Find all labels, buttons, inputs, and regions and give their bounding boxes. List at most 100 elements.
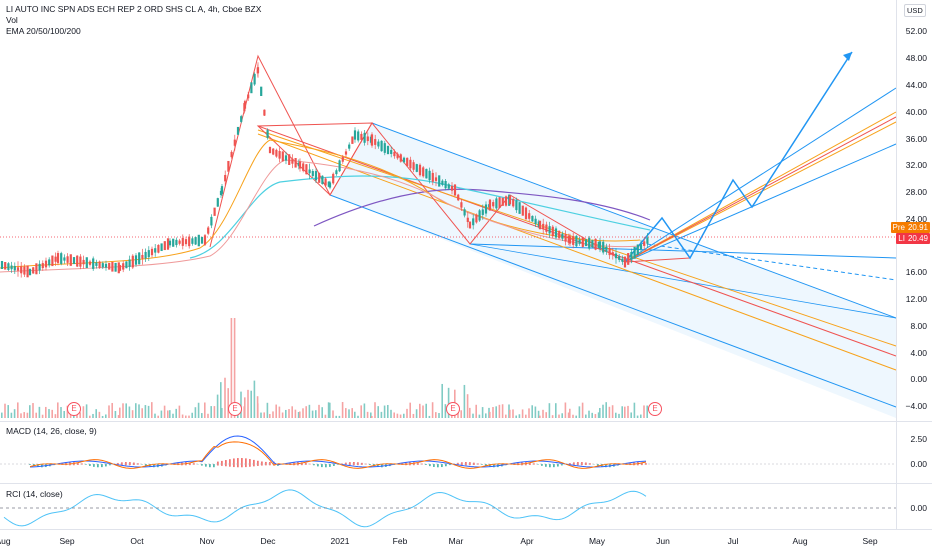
candle-body xyxy=(207,227,210,234)
volume-bar xyxy=(481,407,484,418)
up-channel-red[interactable] xyxy=(624,116,897,263)
macd-histogram-bar xyxy=(29,464,31,465)
up-channel-top[interactable] xyxy=(624,87,897,263)
macd-histogram-bar xyxy=(213,464,215,468)
rci-legend[interactable]: RCI (14, close) xyxy=(6,489,63,499)
macd-histogram-bar xyxy=(489,464,491,467)
volume-bar xyxy=(285,409,287,418)
candle-body xyxy=(144,251,147,259)
volume-bar xyxy=(406,408,408,418)
currency-label[interactable]: USD xyxy=(904,4,926,17)
macd-scale[interactable]: 2.50 0.00 xyxy=(896,421,932,483)
candle-body xyxy=(328,182,332,188)
volume-legend[interactable]: Vol xyxy=(6,15,18,25)
volume-bar xyxy=(210,406,212,418)
macd-histogram-bar xyxy=(517,462,519,466)
volume-bar xyxy=(478,414,481,418)
macd-histogram-bar xyxy=(545,464,547,467)
macd-histogram-bar xyxy=(241,458,243,468)
up-channel-orange-2[interactable] xyxy=(624,121,897,263)
pane-divider-2[interactable] xyxy=(0,483,932,484)
lower-trend-line[interactable] xyxy=(469,243,897,319)
volume-bar xyxy=(98,411,101,418)
volume-bar xyxy=(594,414,597,418)
volume-bar xyxy=(531,405,533,418)
time-axis[interactable]: Aug Sep Oct Nov Dec 2021 Feb Mar Apr May Jun Jul Aug… xyxy=(0,529,896,550)
volume-bar xyxy=(332,410,334,418)
volume-bar xyxy=(345,408,347,418)
pre-market-price-tag[interactable]: Pre 20.91 xyxy=(890,222,930,233)
price-tick: 44.00 xyxy=(905,80,927,90)
candle-body xyxy=(210,216,213,226)
up-channel-orange-1[interactable] xyxy=(624,111,897,263)
candle-body xyxy=(351,136,354,144)
volume-bar xyxy=(51,409,53,418)
volume-bar xyxy=(263,412,265,418)
candle-body xyxy=(498,197,501,208)
macd-tick: 0.00 xyxy=(910,459,927,469)
time-tick: 2021 xyxy=(330,536,350,546)
earnings-marker[interactable]: E xyxy=(446,402,460,416)
last-price-tag[interactable]: LI 20.49 xyxy=(896,233,930,244)
earnings-marker[interactable]: E xyxy=(67,402,81,416)
ema-legend[interactable]: EMA 20/50/100/200 xyxy=(6,26,81,36)
up-channel-bottom[interactable] xyxy=(624,143,897,263)
symbol-title[interactable]: LI AUTO INC SPN ADS ECH REP 2 ORD SHS CL… xyxy=(6,4,262,14)
earnings-marker[interactable]: E xyxy=(228,402,242,416)
candle-body xyxy=(197,234,200,247)
candle-body xyxy=(266,130,269,138)
volume-bar xyxy=(216,394,219,418)
macd-histogram-bar xyxy=(461,462,463,466)
ema100-line[interactable] xyxy=(189,175,651,259)
volume-bar xyxy=(374,402,376,418)
volume-bar xyxy=(250,390,252,418)
volume-bar xyxy=(572,414,574,418)
candle-body xyxy=(366,136,369,142)
rci-scale[interactable]: 0.00 xyxy=(896,483,932,529)
volume-bar xyxy=(1,412,3,418)
macd-histogram-bar xyxy=(537,464,539,465)
candle-body xyxy=(298,161,302,169)
candle-body xyxy=(260,86,263,97)
candle-body xyxy=(636,244,639,256)
earnings-marker[interactable]: E xyxy=(648,402,662,416)
volume-bar xyxy=(463,384,466,418)
volume-bar xyxy=(633,402,636,418)
volume-bar xyxy=(154,413,156,418)
candle-body xyxy=(60,253,63,264)
channel-mid-line[interactable] xyxy=(329,194,897,408)
pane-divider-3[interactable] xyxy=(0,529,932,530)
volume-bar xyxy=(618,413,620,418)
macd-histogram-bar xyxy=(97,464,99,468)
support-line[interactable] xyxy=(469,243,897,259)
ema20-line[interactable] xyxy=(0,139,641,269)
price-scale[interactable]: 52.00 48.00 44.00 40.00 36.00 32.00 28.00 24.00… xyxy=(896,0,932,421)
ema200-line[interactable] xyxy=(313,188,651,227)
candle-body xyxy=(418,164,422,176)
volume-bar xyxy=(555,403,557,418)
candle-body xyxy=(188,236,191,247)
volume-bar xyxy=(233,318,236,418)
pane-divider-1[interactable] xyxy=(0,421,932,422)
candle-body xyxy=(545,224,548,232)
volume-bar xyxy=(108,405,110,418)
down-median-orange-2[interactable] xyxy=(257,133,897,371)
dashed-support-line[interactable] xyxy=(639,242,897,281)
volume-bars xyxy=(1,318,648,418)
macd-legend[interactable]: MACD (14, 26, close, 9) xyxy=(6,426,97,436)
candle-body xyxy=(41,263,44,269)
volume-bar xyxy=(621,406,623,418)
volume-bar xyxy=(122,403,124,418)
candle-body xyxy=(548,226,551,234)
price-tick: −4.00 xyxy=(905,401,927,411)
projection-path[interactable] xyxy=(624,51,853,263)
volume-bar xyxy=(564,402,567,418)
macd-histogram-bar xyxy=(41,464,43,468)
candle-body xyxy=(294,158,297,168)
channel-top-line[interactable] xyxy=(371,122,897,319)
macd-histogram-bar xyxy=(433,464,435,467)
candle-body xyxy=(160,243,163,252)
volume-bar xyxy=(578,406,581,418)
candle-body xyxy=(633,246,636,259)
